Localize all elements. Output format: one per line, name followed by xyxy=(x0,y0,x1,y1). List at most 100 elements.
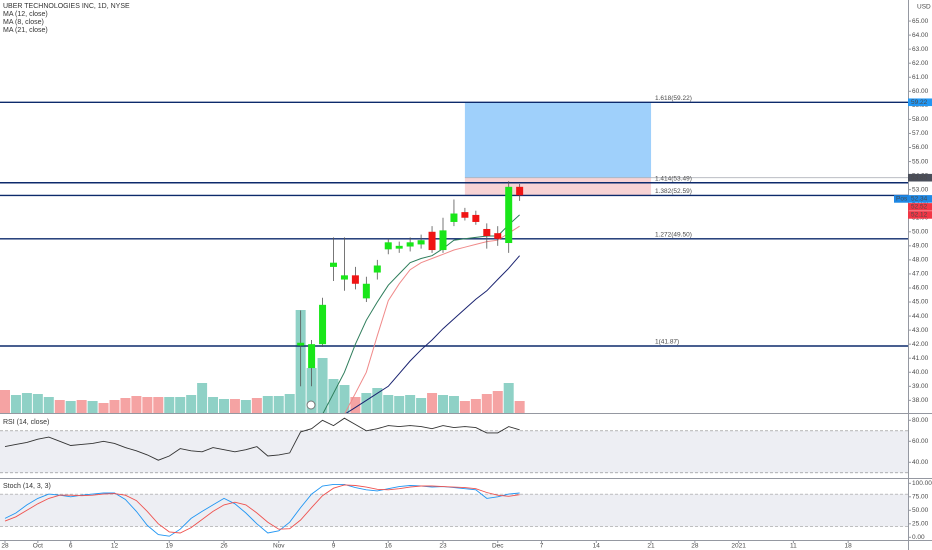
candle-body xyxy=(319,304,327,345)
volume-bar xyxy=(164,397,175,413)
price-tag xyxy=(908,173,932,182)
volume-bar xyxy=(405,395,416,413)
candle-body xyxy=(505,186,513,244)
x-tick-label: 16 xyxy=(385,543,393,550)
price-tag xyxy=(908,98,932,107)
volume-bar xyxy=(438,395,448,413)
candle-body xyxy=(351,275,359,284)
volume-bar xyxy=(32,394,43,413)
volume-bar xyxy=(43,397,54,413)
candle-body xyxy=(308,344,316,369)
volume-bar xyxy=(492,391,503,413)
x-tick-label: 23 xyxy=(439,543,447,550)
volume-bar xyxy=(251,398,262,413)
y-tick-label: 100.00 xyxy=(912,480,932,487)
y-tick-label: 60.00 xyxy=(912,88,929,95)
volume-bar xyxy=(262,396,273,413)
volume-bar xyxy=(186,395,197,413)
y-tick-label: 40.00 xyxy=(912,459,929,466)
y-tick-label: 44.00 xyxy=(912,313,929,320)
x-tick-label: 26 xyxy=(220,543,228,550)
volume-bar xyxy=(481,394,492,413)
volume-bar xyxy=(339,385,350,413)
x-tick-label: 2021 xyxy=(731,543,746,550)
candle-body xyxy=(428,231,436,251)
volume-bar xyxy=(514,401,525,413)
rsi-pane xyxy=(0,417,908,474)
volume-bar xyxy=(175,397,186,413)
y-tick-label: 48.00 xyxy=(912,257,929,264)
volume-bar xyxy=(54,400,65,413)
fib-label: 1.382(52.59) xyxy=(655,188,692,195)
y-tick-label: 60.00 xyxy=(912,438,929,445)
y-tick-label: 50.00 xyxy=(912,507,929,514)
y-tick-label: 42.00 xyxy=(912,341,929,348)
volume-bar xyxy=(448,396,459,413)
fib-label: 1(41.87) xyxy=(655,339,679,346)
volume-bar xyxy=(131,396,142,413)
price-tag-label: 52.34 xyxy=(911,196,928,203)
candle-body xyxy=(384,242,392,250)
volume-bar xyxy=(197,383,208,413)
volume-bar xyxy=(87,401,98,413)
price-tag-label: 52.12 xyxy=(911,212,928,219)
candle-body xyxy=(483,228,491,236)
y-tick-label: 46.00 xyxy=(912,285,929,292)
price-tag xyxy=(908,195,932,203)
rsi-label: RSI (14, close) xyxy=(3,419,49,426)
candle-body xyxy=(340,275,348,280)
y-tick-label: 58.00 xyxy=(912,116,929,123)
y-tick-label: 61.00 xyxy=(912,74,929,81)
candle-body xyxy=(362,283,370,299)
x-tick-label: 28 xyxy=(691,543,699,550)
currency: USD xyxy=(917,4,931,11)
candle-body xyxy=(395,245,403,249)
volume-bar xyxy=(65,401,76,413)
y-tick-label: 47.00 xyxy=(912,271,929,278)
volume-bar xyxy=(372,388,383,413)
stoch-line xyxy=(4,484,520,534)
volume-bar xyxy=(470,399,481,413)
volume-bar xyxy=(273,396,284,413)
volume-bar xyxy=(394,396,405,413)
moving-average xyxy=(345,255,520,413)
candle-body xyxy=(297,342,305,346)
moving-average xyxy=(344,225,520,413)
band-fill xyxy=(0,430,908,473)
candle-body xyxy=(516,186,524,196)
volume-bar xyxy=(0,390,10,413)
price-tag-label: 52.52 xyxy=(911,204,928,211)
volume-bar xyxy=(317,358,328,413)
y-tick-label: 65.00 xyxy=(912,18,929,25)
y-tick-label: 40.00 xyxy=(912,369,929,376)
price-pane: 1.618(59.22) 1.414(53.49) 1.382(52.59) 1.27… xyxy=(0,95,908,413)
x-tick-label: 9 xyxy=(332,543,336,550)
x-tick-label: 7 xyxy=(540,543,544,550)
x-tick-label: Oct xyxy=(33,543,43,550)
volume-bar xyxy=(284,394,295,413)
y-tick-label: 80.00 xyxy=(912,417,929,424)
stoch-pane xyxy=(0,483,908,537)
volume-bar xyxy=(76,400,87,413)
volume-bar xyxy=(98,403,109,413)
volume-bar xyxy=(350,397,361,413)
x-tick-label: 6 xyxy=(69,543,73,550)
candle-body xyxy=(461,212,469,218)
volume-bar xyxy=(10,395,21,413)
volume-bar xyxy=(361,393,372,413)
volume-bar xyxy=(240,400,251,413)
y-tick-label: 50.00 xyxy=(912,229,929,236)
y-tick-label: 45.00 xyxy=(912,299,929,306)
band-fill xyxy=(0,494,908,527)
candle-body xyxy=(439,230,447,251)
volume-bar xyxy=(383,395,394,413)
x-tick-label: 19 xyxy=(166,543,174,550)
y-tick-label: 39.00 xyxy=(912,383,929,390)
x-tick-label: 18 xyxy=(845,543,853,550)
x-tick-label: Dec xyxy=(492,543,504,550)
y-tick-label: 0.00 xyxy=(912,534,925,541)
candle-body xyxy=(450,213,458,222)
y-tick-label: 43.00 xyxy=(912,327,929,334)
legend-entry: MA (21, close) xyxy=(3,27,48,34)
